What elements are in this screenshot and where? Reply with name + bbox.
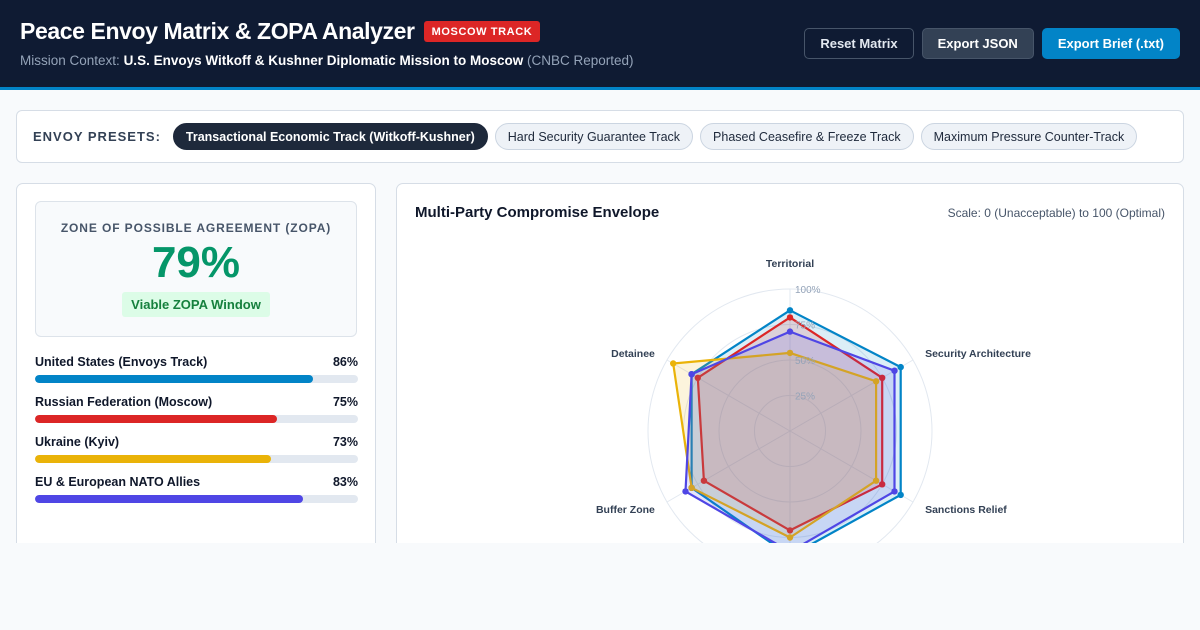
radar-ring-label: 75% [795,321,815,332]
radar-point [700,477,708,484]
header-actions: Reset Matrix Export JSON Export Brief (.… [804,28,1180,59]
radar-point [682,488,689,495]
radar-point [891,367,898,374]
preset-security-guarantee-track[interactable]: Hard Security Guarantee Track [494,123,694,150]
envoy-presets-bar: ENVOY PRESETS: Transactional Economic Tr… [16,110,1184,163]
party-percent: 73% [332,435,358,449]
party-name: Ukraine (Kyiv) [35,435,120,449]
page-bottom-area [0,543,1200,630]
radar-point [872,477,880,484]
party-row-eu-nato: EU & European NATO Allies 83% [35,475,358,503]
radar-point [786,314,794,321]
zopa-panel: ZONE OF POSSIBLE AGREEMENT (ZOPA) 79% Vi… [16,183,376,563]
radar-point [688,484,695,491]
party-bar-fill [35,415,278,423]
radar-point [670,360,677,367]
party-bar-track [35,455,358,463]
track-badge: MOSCOW TRACK [423,21,541,42]
party-bar-track [35,415,358,423]
mission-name: U.S. Envoys Witkoff & Kushner Diplomatic… [123,53,524,68]
radar-point [694,374,701,381]
party-percent: 86% [332,355,358,369]
radar-axis-label: Detainee [611,348,655,360]
radar-spoke [666,359,791,432]
radar-point [688,371,695,378]
export-json-button[interactable]: Export JSON [921,28,1034,59]
radar-point [786,349,794,357]
zopa-summary: ZONE OF POSSIBLE AGREEMENT (ZOPA) 79% Vi… [35,201,357,337]
radar-point [897,363,904,371]
party-name: United States (Envoys Track) [35,355,208,369]
zopa-value: 79% [151,238,241,287]
party-percent: 83% [332,475,358,489]
radar-point [897,491,904,499]
radar-point [891,488,898,495]
compromise-envelope-panel: 25% 50% 75% 100% Territorial Security Archite… [396,183,1184,563]
party-name: Russian Federation (Moscow) [35,395,213,409]
party-percent: 75% [332,395,358,409]
party-bar-track [35,495,358,503]
party-row-russia: Russian Federation (Moscow) 75% [35,395,358,423]
radar-point [879,374,886,381]
radar-point [872,378,880,385]
party-row-us: United States (Envoys Track) 86% [35,355,358,383]
party-name: EU & European NATO Allies [35,475,201,489]
radar-ring-label: 50% [795,356,815,367]
app-header: Peace Envoy Matrix & ZOPA Analyzer MOSCO… [0,0,1200,90]
party-row-ukraine: Ukraine (Kyiv) 73% [35,435,358,463]
preset-economic-track[interactable]: Transactional Economic Track (Witkoff-Ku… [172,123,488,150]
preset-maximum-pressure-track[interactable]: Maximum Pressure Counter-Track [920,123,1138,150]
radar-axis-label: Territorial [766,258,814,270]
mission-context: Mission Context: U.S. Envoys Witkoff & K… [20,53,634,68]
radar-axis-label: Buffer Zone [596,504,655,516]
radar-point [786,527,794,534]
radar-point [879,481,886,488]
radar-axis-label: Sanctions Relief [925,504,1007,516]
mission-prefix: Mission Context: [20,53,120,68]
radar-axis-label: Security Architecture [925,348,1031,360]
zopa-status-badge: Viable ZOPA Window [122,292,270,317]
party-bar-fill [35,375,313,383]
radar-point [786,328,794,335]
zopa-label: ZONE OF POSSIBLE AGREEMENT (ZOPA) [60,221,332,235]
app-title: Peace Envoy Matrix & ZOPA Analyzer [20,18,415,44]
radar-series [684,330,896,553]
radar-point [786,534,794,541]
party-bar-fill [35,495,304,503]
radar-ring-label: 100% [795,285,821,296]
chart-scale-note: Scale: 0 (Unacceptable) to 100 (Optimal) [947,206,1165,220]
party-bar-track [35,375,358,383]
chart-title: Multi-Party Compromise Envelope [415,204,660,221]
reset-matrix-button[interactable]: Reset Matrix [804,28,914,59]
title-row: Peace Envoy Matrix & ZOPA Analyzer MOSCO… [20,18,541,45]
export-brief-button[interactable]: Export Brief (.txt) [1041,28,1180,59]
preset-phased-ceasefire-track[interactable]: Phased Ceasefire & Freeze Track [700,123,914,150]
radar-chart: 25% 50% 75% 100% Territorial Security Archite… [596,258,1031,562]
presets-label: ENVOY PRESETS: [33,129,161,144]
radar-ring-label: 25% [795,392,815,403]
party-bar-fill [35,455,271,463]
mission-source: (CNBC Reported) [527,53,634,68]
radar-point [786,307,794,314]
